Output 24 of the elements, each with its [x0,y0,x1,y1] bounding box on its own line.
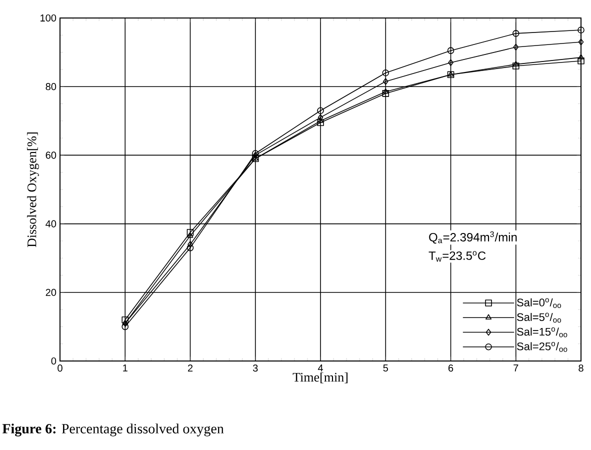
y-tick-label: 100 [40,14,56,22]
x-tick-label: 0 [58,364,62,372]
legend-label: Sal=15$^{o}$/$_{oo}$ [517,327,568,338]
x-tick-label: 4 [318,364,323,372]
x-tick-label: 2 [188,364,193,372]
y-tick-label: 20 [46,288,56,296]
legend-label: Sal=5$^{o}$/$_{oo}$ [517,312,562,323]
y-tick-label: 0 [51,357,56,365]
text: Figure 6: Percentage dissolved oxygen [2,424,224,436]
y-tick-label: 40 [46,220,56,228]
x-tick-label: 1 [123,364,128,372]
x-tick-label: 6 [448,364,454,372]
x-tick-label: 7 [514,364,518,372]
x-axis-title: Time[min] [292,372,348,384]
x-tick-label: 8 [578,364,584,372]
legend-label: Sal=0$^{o}$/$_{oo}$ [517,298,562,308]
annotation: Q$_{a}$=2.394m$^{3}$/min [429,231,517,244]
y-tick-label: 60 [46,152,56,159]
x-tick-label: 3 [252,364,258,372]
x-tick-label: 5 [383,364,388,372]
legend-label: Sal=25$^{o}$/$_{oo}$ [517,342,568,352]
annotation: T$_{w}$=23.5$^{o}$C [428,251,486,262]
y-axis-title: Dissolved Oxygen[%] [27,132,39,248]
y-tick-label: 80 [46,83,56,90]
